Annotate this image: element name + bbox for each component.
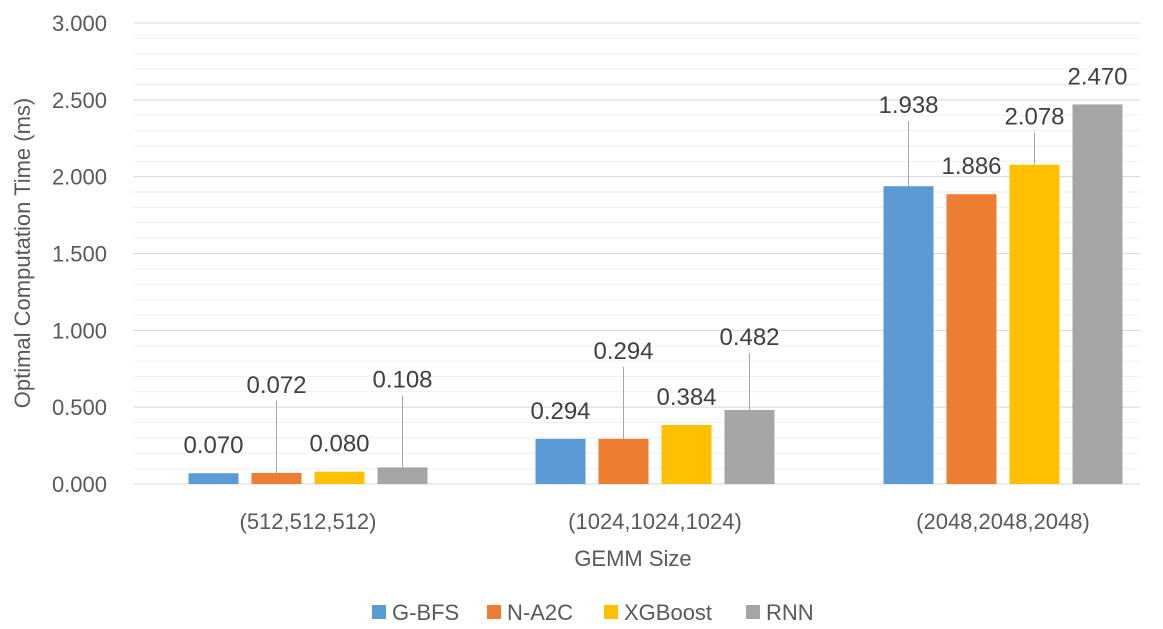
legend-swatch	[487, 605, 501, 619]
legend-swatch	[746, 605, 760, 619]
legend: G-BFS N-A2C XGBoost RNN	[372, 600, 814, 625]
x-tick-label: (1024,1024,1024)	[568, 509, 742, 534]
bar	[314, 471, 365, 484]
bar	[946, 194, 997, 484]
bar	[661, 424, 712, 484]
y-tick-label: 1.500	[52, 242, 107, 267]
data-label: 2.078	[1004, 104, 1064, 131]
data-label: 0.108	[372, 366, 432, 393]
x-tick-label: (2048,2048,2048)	[916, 509, 1090, 534]
bar	[535, 438, 586, 484]
data-label: 1.886	[941, 153, 1001, 180]
x-axis-title: GEMM Size	[574, 546, 691, 571]
legend-label: RNN	[766, 600, 814, 625]
legend-label: N-A2C	[507, 600, 573, 625]
data-labels: 0.0700.0720.0800.1080.2940.2940.3840.482…	[183, 63, 1127, 459]
data-label: 0.070	[183, 432, 243, 459]
legend-swatch	[604, 605, 618, 619]
bar	[883, 186, 934, 484]
y-axis-title: Optimal Computation Time (ms)	[10, 98, 35, 409]
data-label: 0.080	[309, 431, 369, 458]
bars	[188, 104, 1123, 485]
data-label: 0.384	[656, 384, 716, 411]
data-label: 0.294	[593, 338, 653, 365]
bar	[724, 409, 775, 484]
bar	[1072, 104, 1123, 485]
data-label: 0.294	[530, 398, 590, 425]
y-tick-label: 2.000	[52, 165, 107, 190]
y-tick-label: 2.500	[52, 88, 107, 113]
y-tick-label: 1.000	[52, 318, 107, 343]
y-tick-label: 3.000	[52, 11, 107, 36]
bar	[188, 473, 239, 484]
legend-swatch	[372, 605, 386, 619]
data-label: 1.938	[878, 92, 938, 119]
y-axis-ticks: 0.000 0.500 1.000 1.500 2.000 2.500 3.000	[52, 11, 107, 497]
bar	[251, 472, 302, 484]
y-tick-label: 0.500	[52, 395, 107, 420]
label-leaders	[276, 121, 1035, 473]
x-tick-label: (512,512,512)	[240, 509, 377, 534]
data-label: 0.482	[719, 324, 779, 351]
data-label: 2.470	[1067, 63, 1127, 90]
bar	[1009, 164, 1060, 484]
y-tick-label: 0.000	[52, 472, 107, 497]
legend-label: XGBoost	[624, 600, 712, 625]
legend-label: G-BFS	[392, 600, 459, 625]
data-label: 0.072	[246, 372, 306, 399]
x-axis-ticks: (512,512,512) (1024,1024,1024) (2048,2048,…	[240, 509, 1090, 534]
bar	[598, 438, 649, 484]
bar	[377, 467, 428, 484]
